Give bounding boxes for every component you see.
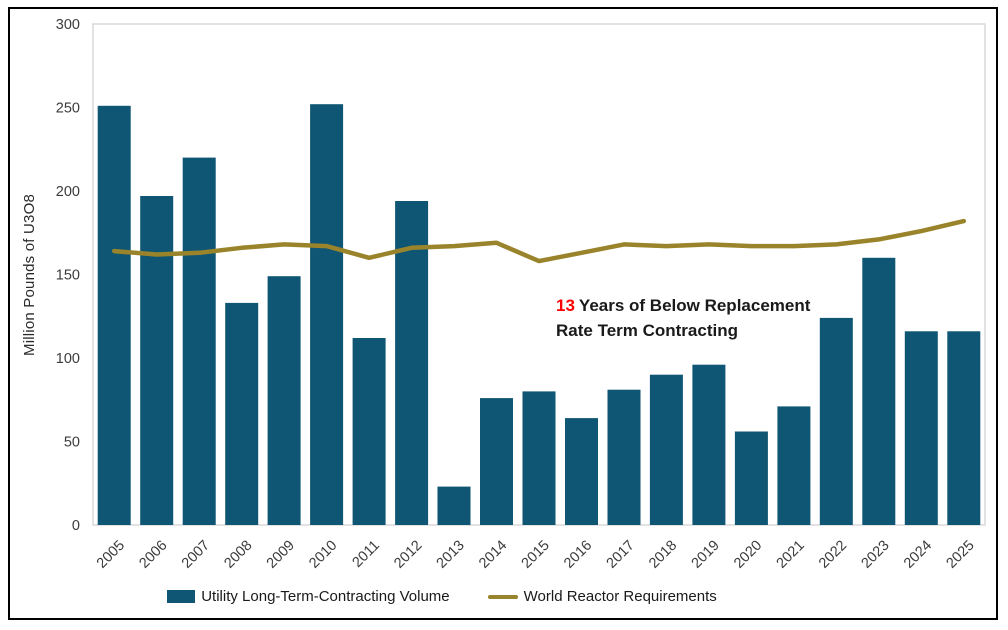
x-tick-label-2020: 2020 [731,538,765,572]
bar-series-swatch [167,590,196,603]
annotation-line-1: 13 Years of Below Replacement [556,293,810,318]
bar-2019 [692,364,726,525]
x-axis-tick-labels: 2005 2006 2007 2008 2009 2010 2011 2012 2013 2014… [94,538,978,572]
bar-2010 [310,104,344,525]
x-tick-label-2021: 2021 [774,538,808,572]
bar-2006 [140,196,174,525]
x-tick-label-2007: 2007 [179,538,213,572]
y-tick-label: 50 [64,435,80,451]
bar-2018 [649,374,683,525]
bar-2005 [97,105,131,526]
y-tick-label: 150 [56,268,80,284]
line-series-swatch [487,594,518,599]
chart-annotation: 13 Years of Below Replacement Rate Term C… [556,293,810,343]
legend-label-contracting-volume: Utility Long-Term-Contracting Volume [201,588,450,605]
bar-2012 [395,201,429,525]
x-tick-label-2011: 2011 [350,538,383,571]
bar-2017 [607,389,641,525]
y-tick-label: 0 [72,518,80,534]
x-tick-label-2012: 2012 [391,538,425,572]
y-axis-title: Million Pounds of U3O8 [21,194,38,356]
bar-2007 [182,157,216,525]
bar-2008 [225,302,259,525]
x-tick-label-2008: 2008 [221,538,255,572]
annotation-highlight-number: 13 [556,296,575,315]
x-tick-label-2009: 2009 [264,538,298,572]
x-tick-label-2023: 2023 [858,538,892,572]
legend-label-reactor-requirements: World Reactor Requirements [523,588,717,605]
bar-2021 [777,406,811,525]
x-tick-label-2014: 2014 [476,538,510,572]
bar-2009 [267,276,301,525]
x-tick-label-2022: 2022 [816,538,850,572]
y-tick-label: 200 [56,184,80,200]
x-tick-label-2016: 2016 [561,538,595,572]
x-tick-label-2005: 2005 [94,538,128,572]
x-tick-label-2013: 2013 [434,538,468,572]
y-tick-label: 250 [56,101,80,117]
bar-2025 [947,331,981,525]
bar-2015 [522,391,556,525]
bar-series [97,104,981,526]
bar-2014 [480,398,513,525]
bar-2013 [437,486,471,525]
y-axis-tick-labels: 0 50 100 150 200 250 300 [56,17,80,534]
x-tick-label-2024: 2024 [901,538,935,572]
annotation-line1-text: Years of Below Replacement [578,296,811,315]
x-tick-label-2018: 2018 [646,538,680,572]
bar-2023 [862,257,896,525]
bar-2020 [734,431,768,525]
x-tick-label-2015: 2015 [519,538,553,572]
bar-2016 [565,418,598,525]
x-tick-label-2025: 2025 [943,538,977,572]
legend-item-reactor-requirements: World Reactor Requirements [487,588,717,605]
legend-item-contracting-volume: Utility Long-Term-Contracting Volume [167,588,450,605]
x-tick-label-2017: 2017 [604,538,638,572]
chart-legend: Utility Long-Term-Contracting Volume Wor… [0,588,946,605]
x-tick-label-2010: 2010 [306,538,340,572]
x-tick-label-2019: 2019 [689,538,723,572]
bar-2024 [904,331,938,525]
requirements-line [111,218,967,264]
x-tick-label-2006: 2006 [136,538,170,572]
bar-2022 [819,317,853,525]
y-tick-label: 300 [56,17,80,33]
bar-2011 [352,338,386,525]
annotation-line-2: Rate Term Contracting [556,321,738,340]
y-tick-label: 100 [56,351,80,367]
